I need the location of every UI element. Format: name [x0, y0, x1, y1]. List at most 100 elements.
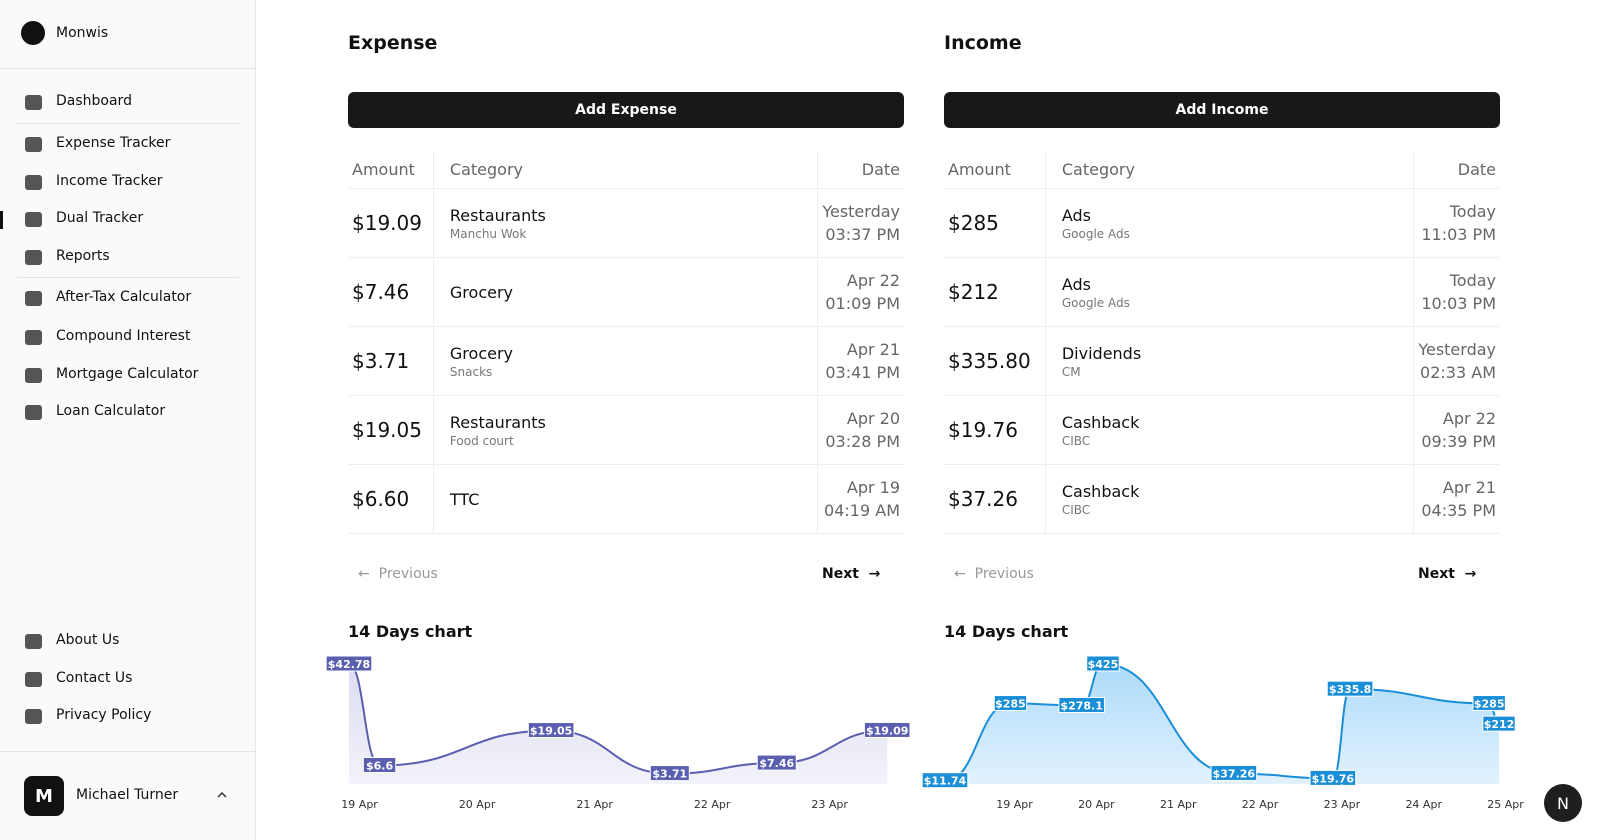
category: Grocery: [449, 343, 514, 363]
amount: $3.71: [352, 349, 410, 373]
date-cell: Yesterday 02:33 AM: [1413, 326, 1500, 396]
time: 03:41 PM: [825, 363, 900, 382]
nav-icon: [25, 405, 42, 420]
nav-item[interactable]: Loan Calculator: [56, 403, 166, 419]
date-cell: Today 11:03 PM: [1413, 188, 1500, 258]
previous-button[interactable]: ← Previous: [358, 566, 438, 582]
time: 03:28 PM: [825, 432, 900, 451]
column-header: Amount: [348, 150, 434, 189]
x-tick-label: 20 Apr: [1078, 798, 1115, 811]
next-label: Next: [822, 566, 859, 582]
value-label-box: [1326, 680, 1374, 697]
x-tick-label: 22 Apr: [694, 798, 731, 811]
table-row[interactable]: $7.46 Grocery Apr 22 01:09 PM: [348, 257, 904, 327]
table-row[interactable]: $335.80 Dividends CM Yesterday 02:33 AM: [944, 326, 1500, 396]
category-note: Manchu Wok: [449, 226, 527, 241]
column-header: Date: [1413, 150, 1500, 189]
nav-icon: [25, 709, 42, 724]
date: Today: [1449, 271, 1496, 290]
value-label-box: [1086, 655, 1120, 672]
nav-item[interactable]: Privacy Policy: [56, 707, 152, 723]
add-button[interactable]: Add Expense: [348, 92, 904, 128]
avatar: M: [24, 776, 64, 816]
previous-label: Previous: [378, 566, 438, 582]
user-name[interactable]: Michael Turner: [76, 787, 179, 803]
value-label: $278.1: [1060, 699, 1102, 712]
value-label-box: [649, 765, 690, 782]
category: Cashback: [1061, 412, 1140, 432]
value-label-box: [362, 756, 397, 773]
nav-item[interactable]: Compound Interest: [56, 328, 191, 344]
category-cell: Dividends CM: [1044, 326, 1414, 396]
table-row[interactable]: $3.71 Grocery Snacks Apr 21 03:41 PM: [348, 326, 904, 396]
table-row[interactable]: $19.09 Restaurants Manchu Wok Yesterday 03:3…: [348, 188, 904, 258]
nav-item[interactable]: After-Tax Calculator: [56, 289, 192, 305]
nav-item[interactable]: Income Tracker: [56, 173, 163, 189]
value-label: $19.76: [1312, 772, 1355, 785]
category-note: Google Ads: [1061, 295, 1130, 310]
date: Apr 21: [1442, 478, 1496, 497]
x-tick-label: 21 Apr: [576, 798, 613, 811]
dev-badge[interactable]: N: [1544, 784, 1582, 822]
table-row[interactable]: $37.26 Cashback CIBC Apr 21 04:35 PM: [944, 464, 1500, 534]
area: [945, 664, 1499, 784]
section-title: Expense: [348, 32, 438, 54]
x-tick-label: 25 Apr: [1487, 798, 1524, 811]
table-row[interactable]: $6.60 TTC Apr 19 04:19 AM: [348, 464, 904, 534]
amount: $19.76: [948, 418, 1018, 442]
nav-item[interactable]: Mortgage Calculator: [56, 366, 199, 382]
nav-icon: [25, 250, 42, 265]
nav-item[interactable]: Dual Tracker: [56, 210, 144, 226]
value-label-box: [325, 655, 373, 672]
nav-icon: [25, 95, 42, 110]
nav-item[interactable]: Contact Us: [56, 670, 133, 686]
nav-icon: [25, 137, 42, 152]
category-note: CIBC: [1061, 433, 1091, 448]
table: Amount Category Date $285 Ads Google Ads Today…: [944, 150, 1500, 534]
value-label: $42.78: [328, 658, 370, 671]
next-button[interactable]: Next →: [822, 566, 881, 582]
amount-cell: $285: [944, 188, 1046, 258]
category-note: CIBC: [1061, 502, 1091, 517]
category: Restaurants: [449, 205, 546, 225]
nav-item[interactable]: Reports: [56, 248, 110, 264]
table-row[interactable]: $285 Ads Google Ads Today 11:03 PM: [944, 188, 1500, 258]
category: Grocery: [449, 282, 514, 302]
date-cell: Apr 22 09:39 PM: [1413, 395, 1500, 465]
date: Apr 20: [846, 409, 900, 428]
x-tick-label: 22 Apr: [1242, 798, 1279, 811]
value-label-box: [527, 722, 575, 739]
section-title: Income: [944, 32, 1022, 54]
line: [348, 663, 888, 775]
next-label: Next: [1418, 566, 1455, 582]
nav-icon: [25, 368, 42, 383]
date-cell: Apr 21 04:35 PM: [1413, 464, 1500, 534]
value-label: $212: [1484, 718, 1515, 731]
value-label: $425: [1088, 658, 1119, 671]
nav-item[interactable]: About Us: [56, 632, 120, 648]
table-row[interactable]: $19.05 Restaurants Food court Apr 20 03:28 P…: [348, 395, 904, 465]
nav-item[interactable]: Dashboard: [56, 93, 132, 109]
previous-button[interactable]: ← Previous: [954, 566, 1034, 582]
date: Apr 22: [846, 271, 900, 290]
table-row[interactable]: $212 Ads Google Ads Today 10:03 PM: [944, 257, 1500, 327]
table-row[interactable]: $19.76 Cashback CIBC Apr 22 09:39 PM: [944, 395, 1500, 465]
date: Today: [1449, 202, 1496, 221]
x-tick-label: 23 Apr: [811, 798, 848, 811]
value-label-box: [1482, 715, 1516, 732]
value-label-box: [863, 721, 911, 738]
amount-cell: $6.60: [348, 464, 434, 534]
x-tick-label: 19 Apr: [996, 798, 1033, 811]
next-button[interactable]: Next →: [1418, 566, 1477, 582]
chevron: [217, 791, 227, 798]
x-tick-label: 24 Apr: [1405, 798, 1442, 811]
category: Restaurants: [449, 412, 546, 432]
nav-item[interactable]: Expense Tracker: [56, 135, 171, 151]
amount-cell: $19.09: [348, 188, 434, 258]
time: 03:37 PM: [825, 225, 900, 244]
add-button[interactable]: Add Income: [944, 92, 1500, 128]
amount-cell: $3.71: [348, 326, 434, 396]
nav-icon: [25, 175, 42, 190]
value-label-box: [993, 695, 1028, 712]
